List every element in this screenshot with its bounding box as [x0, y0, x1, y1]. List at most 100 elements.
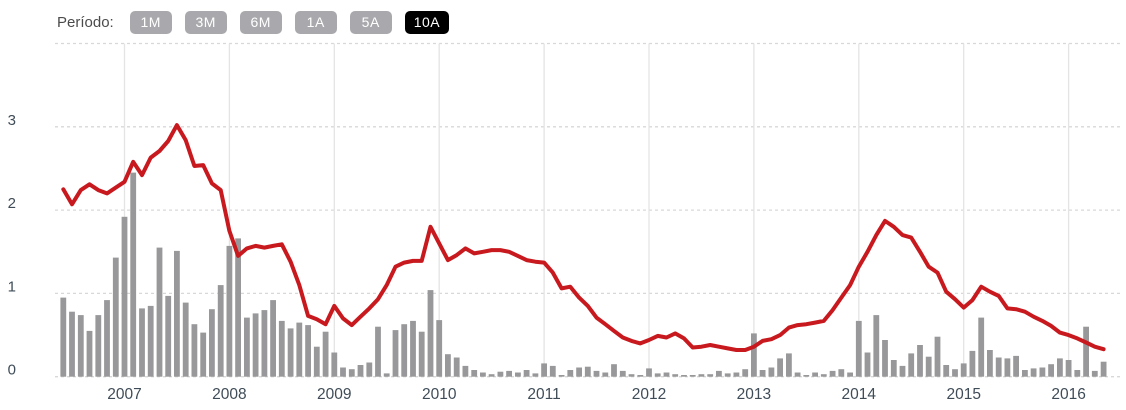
volume-bar	[366, 362, 373, 377]
period-button-1m[interactable]: 1M	[129, 10, 172, 34]
volume-bar	[217, 285, 224, 377]
volume-bar	[838, 369, 845, 377]
volume-bar	[698, 374, 705, 377]
volume-bar	[523, 370, 530, 377]
volume-bar	[60, 297, 67, 377]
volume-bar	[436, 320, 443, 377]
volume-bar	[130, 172, 137, 377]
price-line-path	[61, 123, 1106, 352]
volume-bar	[1039, 367, 1046, 377]
volume-bar	[165, 295, 172, 377]
volume-bar	[244, 317, 250, 377]
volume-bar	[733, 372, 740, 377]
x-tick-label: 2007	[107, 386, 141, 403]
volume-bar	[121, 216, 128, 377]
volume-bar	[410, 320, 416, 377]
period-button-1a[interactable]: 1A	[294, 10, 337, 34]
volume-bar	[654, 373, 661, 377]
volume-bar	[873, 315, 880, 377]
x-tick-label: 2015	[946, 386, 980, 403]
volume-bar	[182, 302, 189, 377]
volume-bar	[576, 367, 582, 377]
x-tick-label: 2011	[527, 386, 560, 403]
period-buttons: 1M 3M 6M 1A 5A 10A	[129, 10, 450, 34]
x-tick-label: 2010	[422, 386, 457, 403]
volume-bar	[515, 372, 521, 377]
y-tick-label: 0	[8, 362, 16, 379]
volume-bar	[480, 372, 486, 377]
volume-bar	[392, 330, 399, 377]
volume-bar	[305, 325, 311, 377]
volume-bar	[313, 346, 320, 377]
period-button-10a[interactable]: 10A	[404, 10, 450, 34]
volume-bar	[628, 374, 635, 377]
volume-bar	[471, 370, 478, 377]
volume-bar	[882, 340, 888, 377]
volume-bar	[768, 367, 775, 377]
x-axis-labels: 2007 2008 2009 2010 2011 2012 2013 2014 2015 2016	[107, 386, 1086, 403]
volume-bar	[235, 238, 241, 377]
volume-bar	[506, 370, 512, 377]
volume-bar	[917, 345, 923, 377]
volume-bar	[86, 330, 93, 377]
volume-bar	[960, 363, 967, 377]
volume-bar	[890, 360, 897, 377]
volume-bar	[672, 374, 679, 377]
volume-bar	[1022, 370, 1028, 377]
volume-bar	[646, 368, 652, 377]
volume-bar	[112, 257, 119, 377]
volume-bar	[252, 313, 259, 377]
volume-bar	[1048, 364, 1054, 377]
volume-bar	[987, 350, 993, 377]
volume-bar	[287, 328, 294, 377]
y-tick-label: 1	[8, 278, 16, 295]
volume-bar	[348, 369, 355, 377]
period-button-5a[interactable]: 5A	[349, 10, 392, 34]
volume-bar	[908, 353, 915, 377]
volume-bar	[759, 370, 766, 377]
volume-bar	[637, 375, 644, 377]
volume-bar	[418, 331, 425, 377]
volume-bars	[60, 172, 1107, 377]
volume-bar	[934, 336, 941, 377]
volume-bar	[593, 370, 600, 377]
volume-bar	[1100, 361, 1107, 377]
volume-bar	[1030, 368, 1037, 377]
volume-bar	[532, 373, 539, 377]
volume-bar	[925, 356, 932, 377]
y-axis-labels: 0 1 2 3	[8, 112, 16, 379]
volume-bar	[156, 247, 163, 377]
period-button-6m[interactable]: 6M	[239, 10, 282, 34]
price-line	[61, 123, 1106, 352]
volume-bar	[1091, 370, 1098, 377]
volume-bar	[322, 331, 329, 377]
volume-bar	[777, 358, 783, 377]
volume-bar	[619, 370, 626, 377]
volume-bar	[751, 333, 757, 377]
volume-bar	[270, 300, 276, 377]
volume-bar	[742, 369, 749, 377]
volume-bar	[1013, 355, 1019, 377]
volume-bar	[331, 352, 338, 377]
volume-bar	[445, 354, 451, 377]
volume-bar	[995, 357, 1002, 377]
volume-bar	[95, 315, 102, 377]
volume-bar	[978, 317, 985, 377]
volume-bar	[541, 363, 547, 377]
volume-bar	[296, 322, 303, 377]
volume-bar	[462, 365, 469, 377]
volume-bar	[77, 315, 84, 377]
volume-bar	[952, 369, 958, 377]
period-label: Período:	[57, 13, 114, 31]
volume-bar	[453, 357, 460, 377]
volume-bar	[812, 372, 818, 377]
volume-bar	[174, 250, 180, 377]
volume-bar	[847, 372, 853, 377]
volume-bar	[558, 375, 565, 377]
period-button-3m[interactable]: 3M	[184, 10, 227, 34]
volume-bar	[104, 300, 110, 377]
horizontal-gridlines	[55, 42, 1122, 378]
volume-bar	[1057, 358, 1063, 377]
x-tick-label: 2012	[632, 386, 666, 403]
